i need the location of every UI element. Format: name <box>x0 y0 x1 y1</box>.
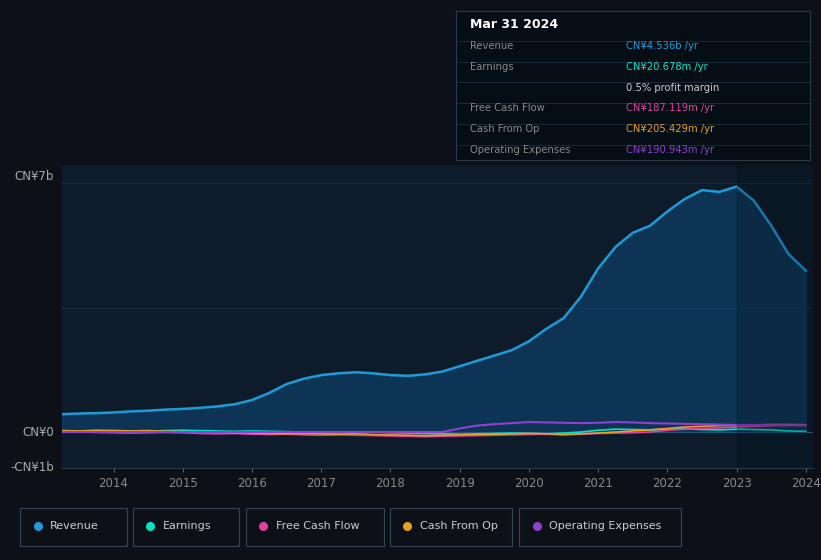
Text: CN¥190.943m /yr: CN¥190.943m /yr <box>626 145 714 155</box>
Text: Operating Expenses: Operating Expenses <box>470 145 571 155</box>
Text: CN¥205.429m /yr: CN¥205.429m /yr <box>626 124 714 134</box>
Text: Earnings: Earnings <box>470 62 513 72</box>
Text: CN¥20.678m /yr: CN¥20.678m /yr <box>626 62 708 72</box>
Text: Cash From Op: Cash From Op <box>470 124 539 134</box>
Text: Free Cash Flow: Free Cash Flow <box>276 521 360 531</box>
Text: Mar 31 2024: Mar 31 2024 <box>470 18 558 31</box>
Text: CN¥0: CN¥0 <box>22 426 54 438</box>
Text: 0.5% profit margin: 0.5% profit margin <box>626 83 719 92</box>
Text: CN¥7b: CN¥7b <box>15 170 54 183</box>
Text: -CN¥1b: -CN¥1b <box>11 461 54 474</box>
Text: Free Cash Flow: Free Cash Flow <box>470 104 544 114</box>
Text: Earnings: Earnings <box>163 521 212 531</box>
Bar <box>736 165 813 468</box>
Text: Revenue: Revenue <box>470 41 513 51</box>
Text: Operating Expenses: Operating Expenses <box>549 521 662 531</box>
Text: Revenue: Revenue <box>50 521 99 531</box>
Text: CN¥187.119m /yr: CN¥187.119m /yr <box>626 104 714 114</box>
Text: Cash From Op: Cash From Op <box>420 521 498 531</box>
Text: CN¥4.536b /yr: CN¥4.536b /yr <box>626 41 698 51</box>
